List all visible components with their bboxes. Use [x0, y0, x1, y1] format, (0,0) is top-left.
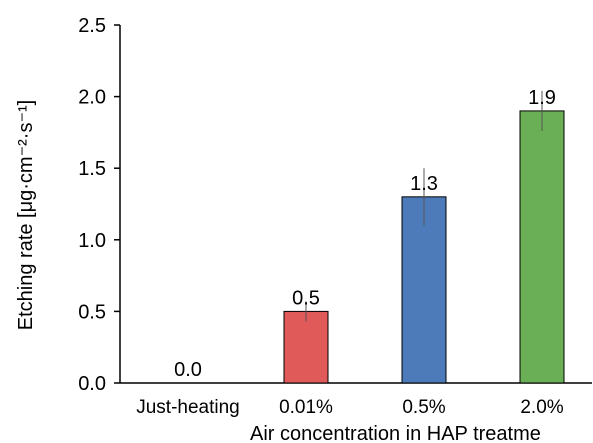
x-category-label: 0.01%	[279, 397, 333, 418]
bar	[519, 110, 565, 384]
x-category-label: 2.0%	[520, 397, 563, 418]
chart-axes	[119, 25, 592, 384]
error-bars	[305, 90, 543, 322]
y-axis-label: Etching rate [μg·cm⁻²·s⁻¹]	[15, 100, 37, 330]
bar	[283, 310, 329, 384]
y-tick-label: 0.5	[78, 301, 106, 323]
y-tick-label: 1.0	[78, 230, 106, 252]
y-tick-label: 2.0	[78, 87, 106, 109]
x-axis-categories: Just-heating 0.01% 0.5% 2.0%	[136, 397, 564, 418]
x-axis-label: Air concentration in HAP treatme	[250, 423, 541, 443]
x-category-label: Just-heating	[136, 397, 240, 418]
data-label: 1.3	[410, 173, 438, 195]
y-tick-label: 2.5	[78, 15, 106, 37]
x-category-label: 0.5%	[402, 397, 445, 418]
y-tick-label: 0.0	[78, 373, 106, 395]
data-labels: 0.0 0.5 1.3 1.9	[174, 87, 556, 381]
data-label: 0.0	[174, 359, 202, 381]
bar	[401, 196, 447, 384]
y-axis-ticks: 0.0 0.5 1.0 1.5 2.0 2.5	[78, 15, 120, 395]
data-label: 1.9	[528, 87, 556, 109]
data-label: 0.5	[292, 287, 320, 309]
y-tick-label: 1.5	[78, 158, 106, 180]
bars	[283, 110, 565, 384]
